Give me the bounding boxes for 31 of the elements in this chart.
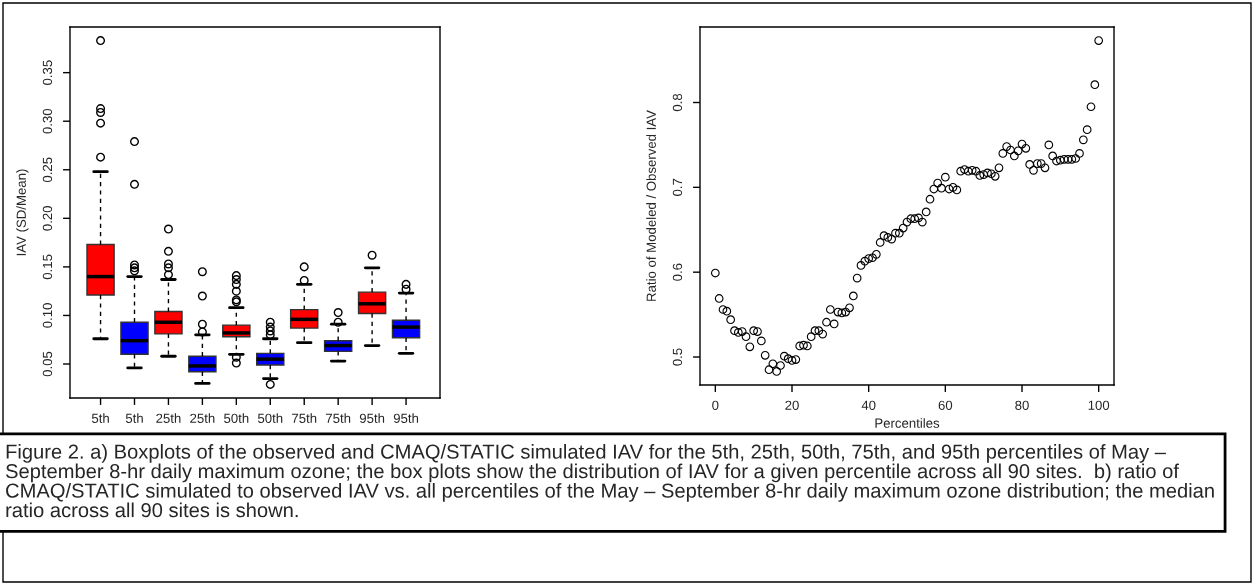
x-tick-label: 5th xyxy=(125,413,143,423)
caption: Figure 2. a) Boxplots of the observed and CMAQ/STATIC simulated IAV for the 5th, 25th, 50th, 75th, and 95th percentiles of May – September 8-hr daily maximum ozone; the box plots show the distribution of IAV for a given percentile across all 90 sites. b) ratio of CMAQ/STATIC simulated to observed IAV vs. all percentiles of the May – September 8-hr daily maximum ozone distribution; the median ratio across all 90 sites is shown. xyxy=(5,444,1214,518)
y-tick-label: 0.30 xyxy=(42,108,53,134)
y-axis-title: IAV (SD/Mean) xyxy=(16,169,29,256)
x-tick-label: 75th xyxy=(326,413,351,423)
y-tick-label: 0.15 xyxy=(42,254,53,280)
y-tick-label: 0.6 xyxy=(672,263,683,281)
x-tick-label: 40 xyxy=(861,400,876,410)
x-tick-label: 60 xyxy=(938,400,953,410)
x-tick-label: 50th xyxy=(224,413,249,423)
x-tick-label: 20 xyxy=(785,400,799,410)
x-tick-label: 25th xyxy=(156,413,181,423)
x-tick-label: 0 xyxy=(712,400,719,410)
x-tick-label: 5th xyxy=(91,413,109,423)
x-tick-label: 95th xyxy=(359,413,385,423)
x-tick-label: 25th xyxy=(190,413,215,423)
y-tick-label: 0.8 xyxy=(672,93,683,112)
x-tick-label: 80 xyxy=(1015,400,1029,410)
y-tick-label: 0.05 xyxy=(42,351,53,377)
y-tick-label: 0.25 xyxy=(42,157,53,183)
y-tick-label: 0.7 xyxy=(672,178,683,196)
y-axis-title: Ratio of Modeled / Observed IAV xyxy=(646,110,656,301)
y-tick-label: 0.35 xyxy=(42,60,53,85)
y-tick-label: 0.20 xyxy=(42,206,53,231)
x-tick-label: 100 xyxy=(1088,400,1110,410)
x-tick-label: 50th xyxy=(257,413,283,423)
x-tick-label: 75th xyxy=(292,413,317,423)
y-tick-label: 0.5 xyxy=(672,348,683,366)
x-axis-title: Percentiles xyxy=(875,418,940,428)
y-tick-label: 0.10 xyxy=(42,303,53,328)
x-tick-label: 95th xyxy=(393,413,419,423)
